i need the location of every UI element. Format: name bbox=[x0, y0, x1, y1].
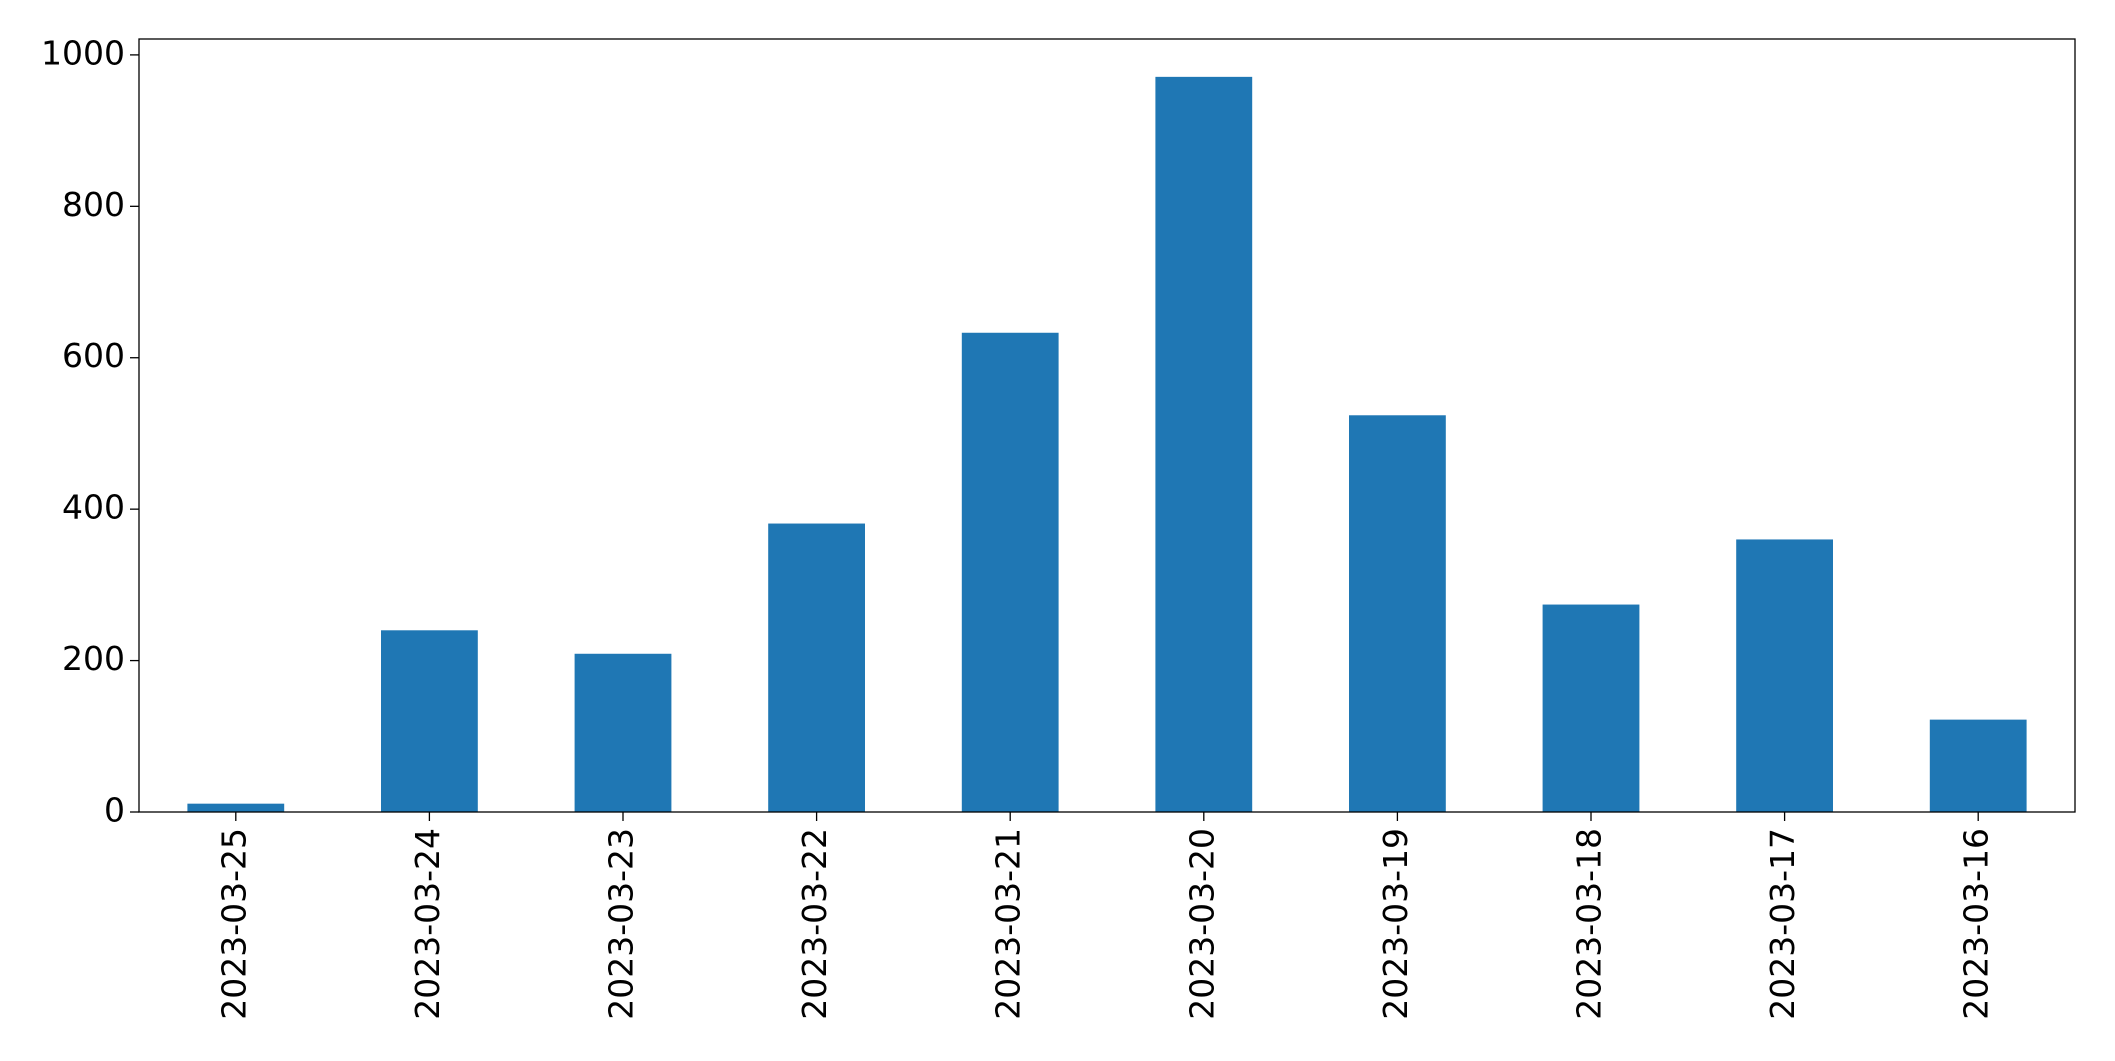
bar bbox=[1929, 719, 2027, 812]
x-tick-label: 2023-03-17 bbox=[1763, 828, 1802, 1020]
y-tick-label: 600 bbox=[62, 336, 125, 375]
x-tick-label: 2023-03-22 bbox=[795, 828, 834, 1020]
x-tick-label: 2023-03-16 bbox=[1957, 828, 1996, 1020]
y-tick-label: 800 bbox=[62, 185, 125, 224]
x-tick-label: 2023-03-20 bbox=[1182, 828, 1221, 1020]
bar bbox=[381, 630, 478, 812]
y-tick-label: 400 bbox=[62, 488, 125, 527]
x-tick-label: 2023-03-19 bbox=[1376, 828, 1415, 1020]
bar bbox=[768, 523, 865, 812]
bar bbox=[1542, 604, 1640, 812]
bar bbox=[1736, 539, 1833, 812]
x-tick-label: 2023-03-24 bbox=[408, 828, 447, 1020]
y-tick-label: 200 bbox=[62, 639, 125, 678]
bar bbox=[574, 653, 672, 812]
x-tick-label: 2023-03-25 bbox=[214, 828, 253, 1020]
plot-frame bbox=[138, 38, 2076, 813]
bar bbox=[187, 803, 285, 812]
x-tick-label: 2023-03-23 bbox=[602, 828, 641, 1020]
bar bbox=[1155, 76, 1253, 812]
y-tick-label: 0 bbox=[104, 791, 125, 830]
y-tick-label: 1000 bbox=[41, 33, 125, 72]
x-tick-label: 2023-03-18 bbox=[1570, 828, 1609, 1020]
bar bbox=[961, 332, 1059, 812]
bar bbox=[1349, 415, 1446, 812]
x-tick-label: 2023-03-21 bbox=[989, 828, 1028, 1020]
